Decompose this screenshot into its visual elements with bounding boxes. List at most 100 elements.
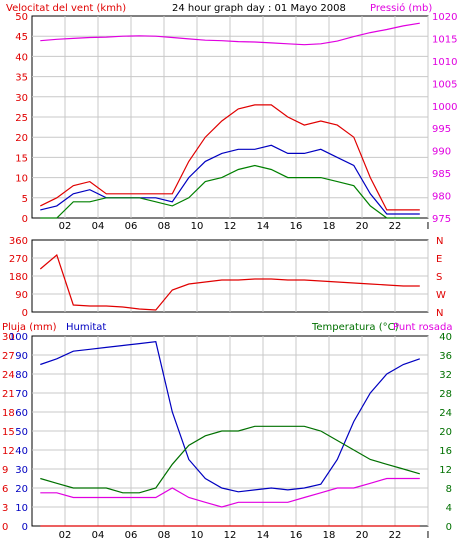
humidity-ylabel: Humitat xyxy=(66,322,106,333)
humidity-ytick-6: 60 xyxy=(15,408,28,419)
direction-ytick-2: 180 xyxy=(9,272,28,283)
wind-xtick-8: 18 xyxy=(323,221,336,232)
wind-ytick-5: 25 xyxy=(15,113,28,124)
climate-xtick-10: 22 xyxy=(389,530,402,541)
humidity-ytick-4: 40 xyxy=(15,446,28,457)
rain-ytick-5: 15 xyxy=(2,427,15,438)
climate-xtick-5: 12 xyxy=(224,530,237,541)
climate-xtick-7: 16 xyxy=(290,530,303,541)
humidity-ytick-0: 0 xyxy=(22,522,28,533)
pressure-ytick-1: 980 xyxy=(432,192,451,203)
pressure-ytick-4: 995 xyxy=(432,124,451,135)
pressure-ytick-2: 985 xyxy=(432,169,451,180)
pressure-ytick-9: 1020 xyxy=(432,12,457,23)
wind-xtick-0: 02 xyxy=(59,221,72,232)
temperature-ytick-1: 4 xyxy=(446,503,452,514)
climate-xtick-8: 18 xyxy=(323,530,336,541)
humidity-ytick-9: 90 xyxy=(15,351,28,362)
humidity-ytick-1: 10 xyxy=(15,503,28,514)
humidity-ytick-7: 70 xyxy=(15,389,28,400)
rain-ytick-9: 27 xyxy=(2,351,15,362)
climate-xtick-6: 14 xyxy=(257,530,270,541)
wind-ytick-4: 20 xyxy=(15,133,28,144)
climate-xtick-11: I xyxy=(427,530,430,541)
temperature-ytick-9: 36 xyxy=(439,351,452,362)
wind-line-2 xyxy=(40,164,420,219)
wind-ytick-10: 50 xyxy=(15,12,28,23)
climate-xtick-9: 20 xyxy=(356,530,369,541)
pressure-ylabel: Pressió (mb) xyxy=(370,2,432,14)
humidity-ytick-2: 20 xyxy=(15,484,28,495)
pressure-ytick-7: 1010 xyxy=(432,57,457,68)
wind-xtick-7: 16 xyxy=(290,221,303,232)
wind-ytick-8: 40 xyxy=(15,52,28,63)
climate-xtick-4: 10 xyxy=(191,530,204,541)
temperature-ytick-0: 0 xyxy=(446,522,452,533)
pressure-ytick-3: 990 xyxy=(432,147,451,158)
direction-ytick-4: 360 xyxy=(9,236,28,247)
climate-xtick-3: 08 xyxy=(158,530,171,541)
direction-ytick-3: 270 xyxy=(9,254,28,265)
wind-ytick-0: 0 xyxy=(22,214,28,225)
direction-compass-4: N xyxy=(436,236,443,247)
direction-ytick-1: 90 xyxy=(15,290,28,301)
wind-xtick-10: 22 xyxy=(389,221,402,232)
chart-title: 24 hour graph day : 01 Mayo 2008 xyxy=(172,3,346,14)
temperature-line xyxy=(40,425,420,494)
rain-ytick-6: 18 xyxy=(2,408,15,419)
dewpoint-line xyxy=(40,477,420,508)
pressure-ytick-6: 1005 xyxy=(432,79,457,90)
humidity-ytick-5: 50 xyxy=(15,427,28,438)
climate-xtick-1: 04 xyxy=(92,530,105,541)
temperature-ytick-6: 24 xyxy=(439,408,452,419)
climate-xtick-2: 06 xyxy=(125,530,138,541)
rain-ytick-2: 6 xyxy=(2,484,8,495)
wind-ytick-3: 15 xyxy=(15,153,28,164)
humidity-ytick-10: 100 xyxy=(9,332,28,343)
rain-ytick-0: 0 xyxy=(2,522,8,533)
direction-compass-1: W xyxy=(436,290,446,301)
temperature-ylabel: Temperatura (°C) xyxy=(311,322,399,333)
temperature-ytick-8: 32 xyxy=(439,370,452,381)
wind-xtick-5: 12 xyxy=(224,221,237,232)
climate-xtick-0: 02 xyxy=(59,530,72,541)
wind-ytick-9: 45 xyxy=(15,32,28,43)
wind-ytick-6: 30 xyxy=(15,93,28,104)
temperature-ytick-10: 40 xyxy=(439,332,452,343)
pressure-ytick-8: 1015 xyxy=(432,34,457,45)
temperature-ytick-5: 20 xyxy=(439,427,452,438)
rain-ytick-8: 24 xyxy=(2,370,15,381)
pressure-line xyxy=(40,22,420,46)
temperature-ytick-4: 16 xyxy=(439,446,452,457)
temperature-ytick-2: 8 xyxy=(446,484,452,495)
rain-ytick-10: 30 xyxy=(2,332,15,343)
wind-ylabel: Velocitat del vent (kmh) xyxy=(6,3,126,14)
wind-xtick-2: 06 xyxy=(125,221,138,232)
dewpoint-ylabel: Punt rosada xyxy=(393,322,452,333)
wind-line-0 xyxy=(40,104,420,211)
wind-ytick-1: 5 xyxy=(22,194,28,205)
rain-ytick-1: 3 xyxy=(2,503,8,514)
direction-compass-2: S xyxy=(436,272,442,283)
rain-ytick-7: 21 xyxy=(2,389,15,400)
temperature-ytick-7: 28 xyxy=(439,389,452,400)
wind-xtick-3: 08 xyxy=(158,221,171,232)
temperature-ytick-3: 12 xyxy=(439,465,452,476)
pressure-ytick-0: 975 xyxy=(432,214,451,225)
humidity-ytick-3: 30 xyxy=(15,465,28,476)
wind-xtick-9: 20 xyxy=(356,221,369,232)
rain-ytick-4: 12 xyxy=(2,446,15,457)
direction-line-0 xyxy=(39,253,420,311)
wind-xtick-6: 14 xyxy=(257,221,270,232)
humidity-ytick-8: 80 xyxy=(15,370,28,381)
humidity-line xyxy=(40,341,420,493)
wind-xtick-11: I xyxy=(427,221,430,232)
wind-ytick-2: 10 xyxy=(15,174,28,185)
wind-line-1 xyxy=(40,144,420,215)
wind-xtick-1: 04 xyxy=(92,221,105,232)
wind-ytick-7: 35 xyxy=(15,73,28,84)
rain-ylabel: Pluja (mm) xyxy=(2,322,57,333)
pressure-ytick-5: 1000 xyxy=(432,102,457,113)
